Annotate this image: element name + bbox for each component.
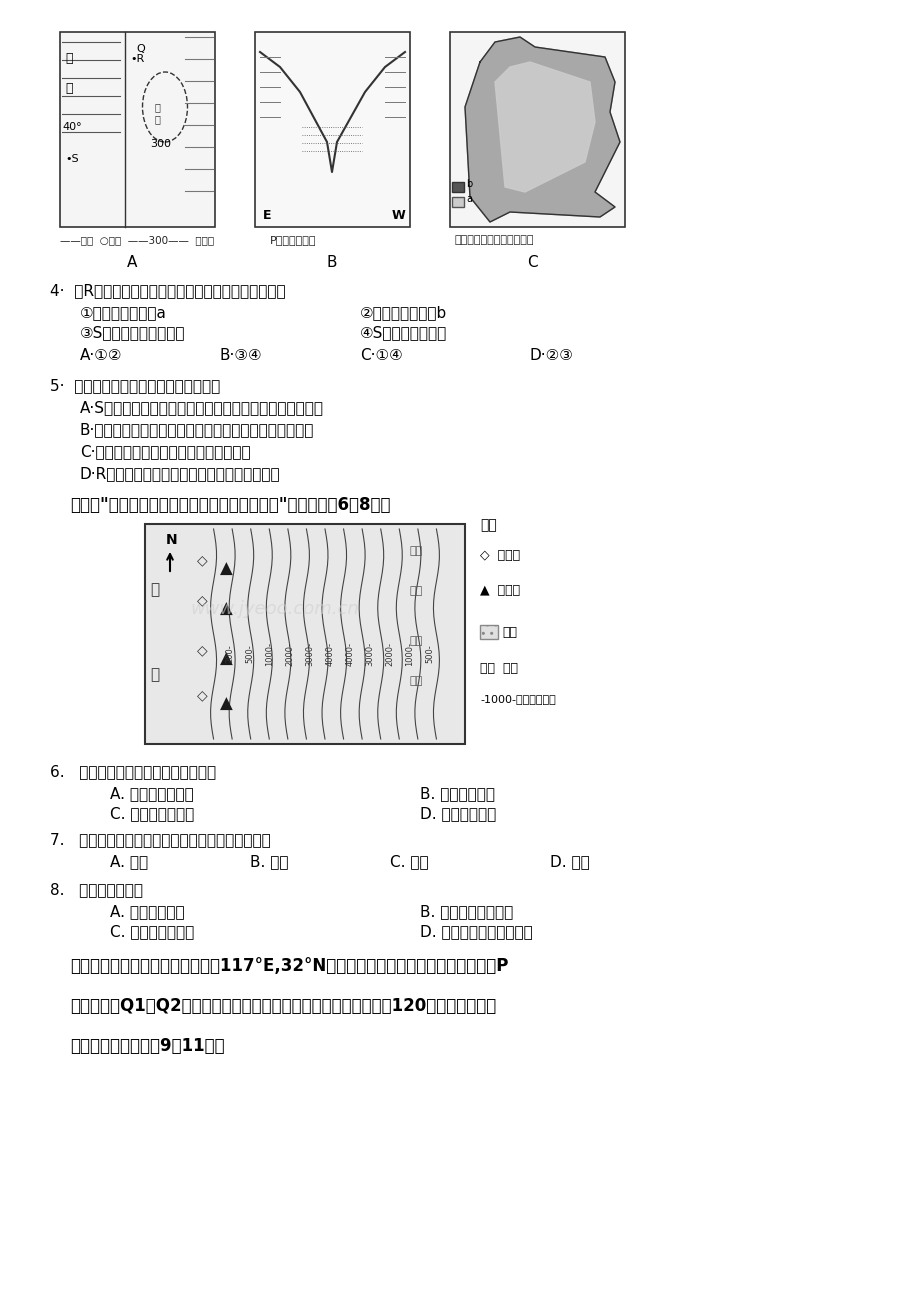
Text: A: A bbox=[127, 255, 137, 270]
Text: 图例: 图例 bbox=[480, 518, 496, 533]
Text: B: B bbox=[326, 255, 337, 270]
Text: a: a bbox=[466, 194, 471, 204]
Text: •S: •S bbox=[65, 154, 78, 164]
Text: b: b bbox=[466, 178, 471, 189]
Bar bbox=[255, 33, 410, 227]
Text: 5·  有关图示地区农业生产叙述正确的是: 5· 有关图示地区农业生产叙述正确的是 bbox=[50, 378, 220, 393]
Text: ◇: ◇ bbox=[197, 643, 208, 658]
Text: C·①④: C·①④ bbox=[359, 348, 403, 363]
Text: ▲: ▲ bbox=[220, 695, 233, 713]
Text: C·因大量引湖水灌溉，湖泊面积不断缩小: C·因大量引湖水灌溉，湖泊面积不断缩小 bbox=[80, 444, 250, 460]
Text: 1000-: 1000- bbox=[266, 642, 274, 667]
Text: 泊: 泊 bbox=[154, 115, 161, 124]
Text: 4·  若R城的海滨浴场游客云集时，则下列判断正确的是: 4· 若R城的海滨浴场游客云集时，则下列判断正确的是 bbox=[50, 283, 285, 298]
Text: 1000-: 1000- bbox=[405, 642, 414, 667]
Text: B. 光照: B. 光照 bbox=[250, 854, 289, 868]
Text: 3000-: 3000- bbox=[305, 642, 314, 667]
Text: E: E bbox=[263, 210, 271, 223]
Text: 海: 海 bbox=[150, 582, 159, 598]
Text: 地树影图。Q1、Q2是性质相反的两个气压中心，该气压系统以每天120千米的速度自西: 地树影图。Q1、Q2是性质相反的两个气压中心，该气压系统以每天120千米的速度自… bbox=[70, 997, 495, 1016]
Text: Q: Q bbox=[130, 44, 145, 53]
Text: C. 亚热带湿润气候: C. 亚热带湿润气候 bbox=[110, 806, 194, 822]
Text: •R: •R bbox=[130, 53, 144, 64]
Text: ①湖泊蓄水范围为a: ①湖泊蓄水范围为a bbox=[80, 305, 166, 320]
Text: 7.   导致图中山脉东西两坡自然带差异的主要因素是: 7. 导致图中山脉东西两坡自然带差异的主要因素是 bbox=[50, 832, 270, 848]
Bar bbox=[449, 33, 624, 227]
Text: N: N bbox=[165, 533, 177, 547]
Text: 洋: 洋 bbox=[65, 82, 73, 95]
Text: D. 温带季风气候: D. 温带季风气候 bbox=[420, 806, 495, 822]
Bar bbox=[451, 197, 463, 207]
Bar bbox=[451, 182, 463, 191]
Text: 湖泊蓄水的最大和最小范围: 湖泊蓄水的最大和最小范围 bbox=[455, 234, 534, 245]
Text: 湖: 湖 bbox=[154, 102, 161, 112]
Text: 2000-: 2000- bbox=[385, 642, 394, 667]
Text: D·R地光热资源丰富，宜种植葡萄、柑橘等水果: D·R地光热资源丰富，宜种植葡萄、柑橘等水果 bbox=[80, 466, 280, 480]
Text: -1000-等高线（米）: -1000-等高线（米） bbox=[480, 694, 555, 704]
Text: ▲: ▲ bbox=[220, 650, 233, 668]
Text: A. 温带大陆性气候: A. 温带大陆性气候 bbox=[110, 786, 194, 801]
Text: B. 热带沙漠气候: B. 热带沙漠气候 bbox=[420, 786, 494, 801]
Text: 𝄃𝄃  草甸: 𝄃𝄃 草甸 bbox=[480, 661, 517, 674]
Text: ②湖泊蓄水范围为b: ②湖泊蓄水范围为b bbox=[359, 305, 447, 320]
Text: A·①②: A·①② bbox=[80, 348, 122, 363]
Text: 3000-: 3000- bbox=[365, 642, 374, 667]
Text: 𝄃𝄃: 𝄃𝄃 bbox=[410, 635, 423, 646]
Bar bbox=[480, 625, 497, 639]
Text: ▲: ▲ bbox=[220, 600, 233, 618]
Text: ▲: ▲ bbox=[220, 560, 233, 578]
Text: 海: 海 bbox=[65, 52, 73, 65]
Text: 向东移动。据此完成9～11题。: 向东移动。据此完成9～11题。 bbox=[70, 1036, 224, 1055]
Bar bbox=[145, 523, 464, 743]
Text: ——河流  ○城市  ——300——  等高线: ——河流 ○城市 ——300—— 等高线 bbox=[60, 234, 214, 245]
Text: 𝄃𝄃: 𝄃𝄃 bbox=[410, 546, 423, 556]
Text: B. 澳大利亚大陆西岸: B. 澳大利亚大陆西岸 bbox=[420, 904, 513, 919]
Text: ◇: ◇ bbox=[197, 553, 208, 566]
Text: ◇  落叶林: ◇ 落叶林 bbox=[480, 549, 519, 562]
Text: 下面左图为长江中下游地区某地（117°E,32°N）某时刻近地面气压系统，下面右图为P: 下面左图为长江中下游地区某地（117°E,32°N）某时刻近地面气压系统，下面右… bbox=[70, 957, 508, 975]
Text: 𝄃𝄃: 𝄃𝄃 bbox=[410, 586, 423, 596]
Text: W: W bbox=[391, 210, 405, 223]
Text: P地河谷剖面图: P地河谷剖面图 bbox=[269, 234, 316, 245]
Text: A. 亚洲大陆东岸: A. 亚洲大陆东岸 bbox=[110, 904, 185, 919]
Text: 500-: 500- bbox=[245, 644, 255, 664]
Text: ◇: ◇ bbox=[197, 687, 208, 702]
Text: D. 水分: D. 水分 bbox=[550, 854, 589, 868]
Text: 8.   该山脉可能位于: 8. 该山脉可能位于 bbox=[50, 881, 142, 897]
Text: B·③④: B·③④ bbox=[220, 348, 262, 363]
Text: B·因有优越的自然条件，图示区域是世界重要的黄麻产地: B·因有优越的自然条件，图示区域是世界重要的黄麻产地 bbox=[80, 422, 314, 437]
Text: ④S地盛行西风影响: ④S地盛行西风影响 bbox=[359, 326, 447, 340]
Text: 2000-: 2000- bbox=[285, 642, 294, 667]
Text: 洋: 洋 bbox=[150, 667, 159, 682]
Text: A·S地夏季光照强，昼夜温差大，利于大规模发展水稻种植: A·S地夏季光照强，昼夜温差大，利于大规模发展水稻种植 bbox=[80, 400, 323, 415]
Text: 300: 300 bbox=[150, 139, 171, 148]
Text: D. 非洲马达加斯加岛东岸: D. 非洲马达加斯加岛东岸 bbox=[420, 924, 532, 939]
Text: 4000-: 4000- bbox=[346, 642, 354, 667]
Text: ③S地受副热带高压控制: ③S地受副热带高压控制 bbox=[80, 326, 186, 340]
Polygon shape bbox=[494, 62, 595, 191]
Text: www.jyeoo.com.cn: www.jyeoo.com.cn bbox=[190, 600, 359, 618]
Bar bbox=[60, 33, 215, 227]
Text: C: C bbox=[526, 255, 537, 270]
Text: 40°: 40° bbox=[62, 122, 82, 132]
Text: 下图为"世界某区域等高线地形和自然带分布图"。据此完成6～8题。: 下图为"世界某区域等高线地形和自然带分布图"。据此完成6～8题。 bbox=[70, 496, 390, 514]
Text: C. 热量: C. 热量 bbox=[390, 854, 428, 868]
Text: D·②③: D·②③ bbox=[529, 348, 573, 363]
Text: ◇: ◇ bbox=[197, 592, 208, 607]
Text: 500-: 500- bbox=[425, 644, 434, 664]
Text: C. 南美洲南部西岸: C. 南美洲南部西岸 bbox=[110, 924, 194, 939]
Text: A. 洋流: A. 洋流 bbox=[110, 854, 148, 868]
Text: 6.   图中山脉东侧山麓地带气候类型为: 6. 图中山脉东侧山麓地带气候类型为 bbox=[50, 764, 216, 779]
Text: 4000-: 4000- bbox=[325, 642, 335, 667]
Text: 荒漠: 荒漠 bbox=[502, 626, 516, 639]
Text: 𝄃𝄃: 𝄃𝄃 bbox=[410, 676, 423, 686]
Polygon shape bbox=[464, 36, 619, 223]
Text: ▲  针叶林: ▲ 针叶林 bbox=[480, 585, 519, 598]
Text: 200-: 200- bbox=[225, 644, 234, 664]
